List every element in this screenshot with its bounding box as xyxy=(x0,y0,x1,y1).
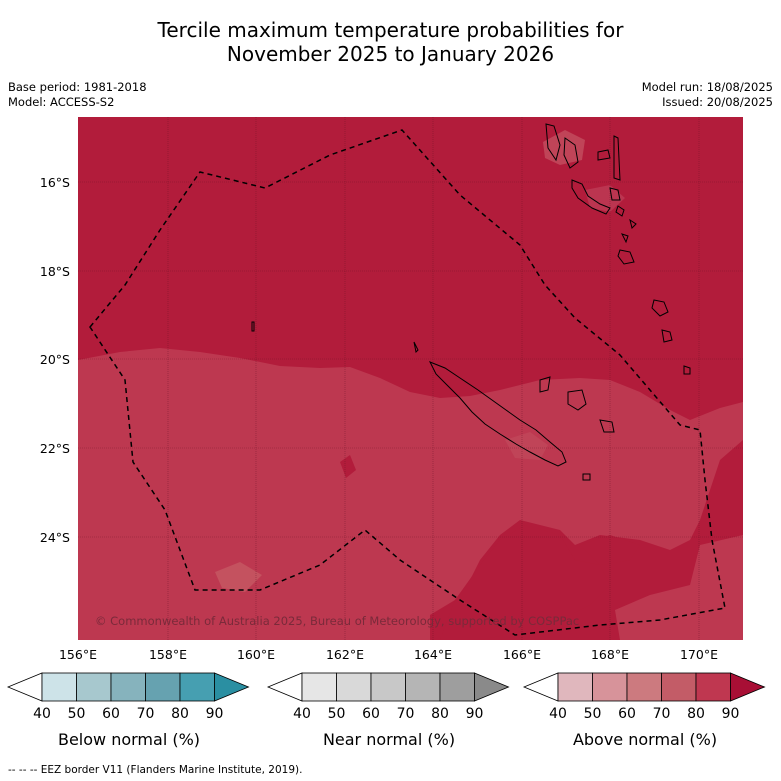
colorbar-extend-high xyxy=(730,672,766,702)
issued-date: Issued: 20/08/2025 xyxy=(662,95,773,109)
colorbar-tick-label: 40 xyxy=(549,706,567,722)
small-island-west xyxy=(251,321,255,332)
colorbar-extend-high xyxy=(214,672,250,702)
lat-tick-16s: 16°S xyxy=(39,175,70,190)
colorbar-label-above: Above normal (%) xyxy=(572,730,718,749)
model-name: Model: ACCESS-S2 xyxy=(8,95,115,109)
colorbar-tick-label: 40 xyxy=(293,706,311,722)
colorbar-extend-high xyxy=(474,672,510,702)
probability-region-highlight-4 xyxy=(505,432,548,460)
colorbar-tick-label: 70 xyxy=(136,706,155,722)
colorbar-segment xyxy=(110,672,146,702)
colorbar-tick-label: 50 xyxy=(583,706,602,722)
new-caledonia-main-island xyxy=(428,361,567,467)
colorbar-tick-label: 70 xyxy=(652,706,671,722)
graticule xyxy=(78,117,743,640)
probability-region-dark-south xyxy=(440,525,610,640)
colorbar-segment xyxy=(405,672,441,702)
colorbar-label-near: Near normal (%) xyxy=(322,730,456,749)
meta-right: Model run: 18/08/2025 Issued: 20/08/2025 xyxy=(642,80,773,110)
colorbar-extend-low xyxy=(522,672,559,702)
colorbar-tick-label: 60 xyxy=(618,706,636,722)
lon-tick-168e: 168°E xyxy=(590,647,629,662)
colorbar-segment xyxy=(661,672,697,702)
title-line-2: November 2025 to January 2026 xyxy=(226,42,555,66)
colorbar-tick-label: 50 xyxy=(327,706,346,722)
colorbar-below-normal xyxy=(6,672,250,702)
lat-tick-22s: 22°S xyxy=(39,441,70,456)
lon-tick-162e: 162°E xyxy=(325,647,364,662)
colorbar-segment xyxy=(336,672,372,702)
colorbar-tick-label: 50 xyxy=(67,706,86,722)
colorbar-segment xyxy=(592,672,628,702)
colorbar-tick-label: 80 xyxy=(687,706,705,722)
vanuatu-islands xyxy=(545,123,691,375)
colorbar-tick-label: 60 xyxy=(362,706,380,722)
copyright-notice: © Commonwealth of Australia 2025, Bureau… xyxy=(95,614,580,628)
colorbar-segment xyxy=(557,672,593,702)
colorbar-tick-label: 90 xyxy=(205,706,224,722)
probability-region-highlight-1 xyxy=(215,562,262,592)
base-period: Base period: 1981-2018 xyxy=(8,80,147,94)
colorbar-tick-label: 40 xyxy=(33,706,51,722)
eez-footnote: -- -- -- EEZ border V11 (Flanders Marine… xyxy=(8,764,303,776)
lat-tick-18s: 18°S xyxy=(39,264,70,279)
colorbar-tick-label: 60 xyxy=(102,706,120,722)
eez-border xyxy=(89,129,726,636)
colorbar-tick-label: 80 xyxy=(431,706,449,722)
lon-tick-160e: 160°E xyxy=(236,647,275,662)
colorbar-segment xyxy=(439,672,475,702)
colorbar-tick-label: 90 xyxy=(465,706,484,722)
colorbar-segment xyxy=(695,672,731,702)
colorbar-segment xyxy=(626,672,662,702)
colorbar-segment xyxy=(370,672,406,702)
lon-tick-166e: 166°E xyxy=(502,647,541,662)
colorbar-extend-low xyxy=(6,672,43,702)
colorbar-near-normal xyxy=(266,672,510,702)
title-line-1: Tercile maximum temperature probabilitie… xyxy=(157,18,624,42)
colorbar-segment xyxy=(145,672,181,702)
colorbar-label-below: Below normal (%) xyxy=(57,730,201,749)
lat-tick-20s: 20°S xyxy=(39,352,70,367)
lon-tick-156e: 156°E xyxy=(58,647,97,662)
lon-tick-164e: 164°E xyxy=(413,647,452,662)
colorbar-segment xyxy=(301,672,337,702)
loyalty-islands xyxy=(539,376,615,433)
colorbar-tick-label: 90 xyxy=(721,706,740,722)
colorbar-above-normal xyxy=(522,672,766,702)
model-run: Model run: 18/08/2025 xyxy=(641,80,773,94)
lon-tick-170e: 170°E xyxy=(679,647,718,662)
probability-region-dark-blob xyxy=(340,455,356,478)
colorbars xyxy=(6,672,766,702)
lon-tick-158e: 158°E xyxy=(148,647,187,662)
colorbar-segment xyxy=(179,672,215,702)
small-island-nw xyxy=(413,341,419,354)
lat-tick-24s: 24°S xyxy=(39,530,70,545)
probability-region-highlight-3 xyxy=(585,185,625,212)
isle-of-pines xyxy=(582,473,591,481)
chart-title: Tercile maximum temperature probabilitie… xyxy=(0,18,781,66)
colorbar-segment xyxy=(76,672,112,702)
colorbar-extend-low xyxy=(266,672,303,702)
probability-region-lighter-east xyxy=(615,535,743,640)
meta-left: Base period: 1981-2018 Model: ACCESS-S2 xyxy=(8,80,147,110)
colorbar-segment xyxy=(41,672,77,702)
colorbar-tick-label: 80 xyxy=(171,706,189,722)
colorbar-tick-label: 70 xyxy=(396,706,415,722)
